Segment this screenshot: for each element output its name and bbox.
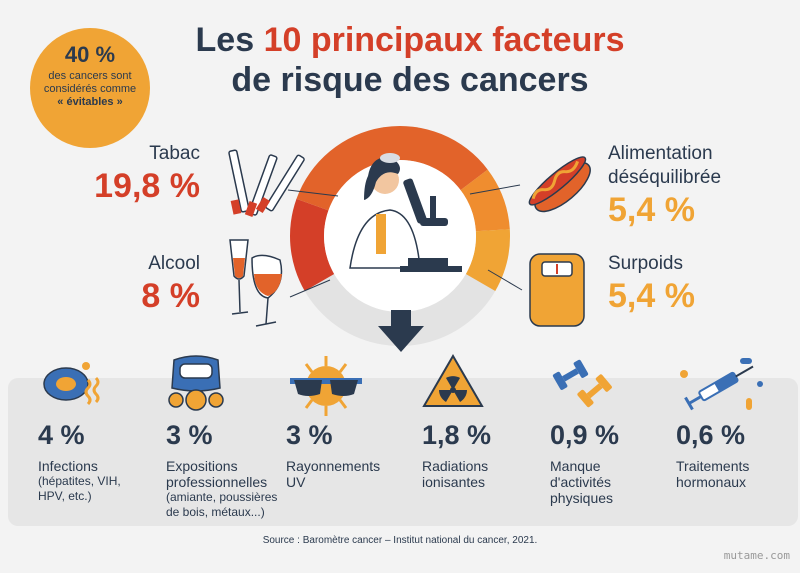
factor-radiation-value: 1,8 %: [422, 420, 492, 450]
factor-infections-label: Infections: [38, 458, 98, 474]
watermark: mutame.com: [723, 549, 790, 562]
donut-slice-alcool: [290, 198, 335, 291]
badge-emphasis: « évitables »: [57, 96, 123, 108]
factor-tabac-value: 19,8 %: [94, 167, 200, 205]
hotdog-icon: [528, 156, 591, 213]
factor-tabac-label: Tabac: [149, 143, 200, 164]
factor-radiation-label: Radiations ionisantes: [422, 458, 489, 490]
sun-icon: [290, 356, 362, 416]
factor-expositions-label: Expositions professionnelles: [166, 458, 268, 490]
virus-icon: [43, 362, 100, 406]
factor-surpoids: Surpoids 5,4 %: [608, 252, 788, 316]
source-note: Source : Baromètre cancer – Institut nat…: [262, 535, 538, 546]
gas-mask-icon: [168, 355, 224, 411]
scale-icon: [529, 253, 585, 327]
donut-chart: [290, 126, 510, 346]
syringe-icon: [680, 358, 763, 411]
factor-hormones-label: Traitements hormonaux: [676, 458, 750, 490]
donut-slice-surpoids: [465, 229, 510, 291]
factor-expositions-detail: (amiante, poussières de bois, métaux...): [166, 490, 278, 519]
factor-alimentation-label-1: Alimentation: [608, 143, 713, 164]
cigarettes-icon: [228, 149, 305, 217]
wine-glasses-icon: [229, 239, 283, 327]
factor-alimentation: Alimentation déséquilibrée 5,4 %: [608, 142, 788, 230]
badge-text: des cancers sont considérés comme: [43, 70, 137, 95]
page-title: Les 10 principaux facteurs de risque des…: [160, 20, 660, 100]
badge-percent: 40 %: [64, 42, 116, 67]
title-accent: 10 principaux facteurs: [263, 21, 625, 59]
radiation-icon: [422, 354, 484, 407]
dumbbell-icon: [552, 359, 612, 408]
title-line2: de risque des cancers: [231, 61, 589, 99]
donut-slice-alimentation: [460, 169, 510, 232]
factor-uv-value: 3 %: [286, 420, 333, 450]
donut-slice-tabac: [296, 126, 488, 211]
factor-surpoids-value: 5,4 %: [608, 277, 695, 315]
factor-uv-label: Rayonnements UV: [286, 458, 381, 490]
factor-alimentation-value: 5,4 %: [608, 191, 695, 229]
factor-activite-label: Manque d'activités physiques: [550, 458, 614, 506]
factor-alimentation-label-2: déséquilibrée: [608, 167, 722, 188]
factor-hormones-value: 0,6 %: [676, 420, 746, 450]
scientist-illustration: [349, 153, 462, 272]
factor-activite-value: 0,9 %: [550, 420, 620, 450]
factor-expositions-value: 3 %: [166, 420, 213, 450]
factor-infections-value: 4 %: [38, 420, 85, 450]
factor-alcool: Alcool 8 %: [110, 252, 200, 316]
factor-infections-detail: (hépatites, VIH, HPV, etc.): [38, 474, 121, 503]
factor-tabac: Tabac 19,8 %: [90, 142, 200, 206]
factor-alcool-label: Alcool: [148, 253, 200, 274]
title-prefix: Les: [195, 21, 264, 59]
other-factors-panel: [8, 378, 798, 526]
factor-surpoids-label: Surpoids: [608, 253, 683, 274]
down-arrow-icon: [378, 310, 424, 352]
evitable-badge: 40 % des cancers sont considérés comme «…: [30, 28, 150, 148]
factor-alcool-value: 8 %: [141, 277, 200, 315]
